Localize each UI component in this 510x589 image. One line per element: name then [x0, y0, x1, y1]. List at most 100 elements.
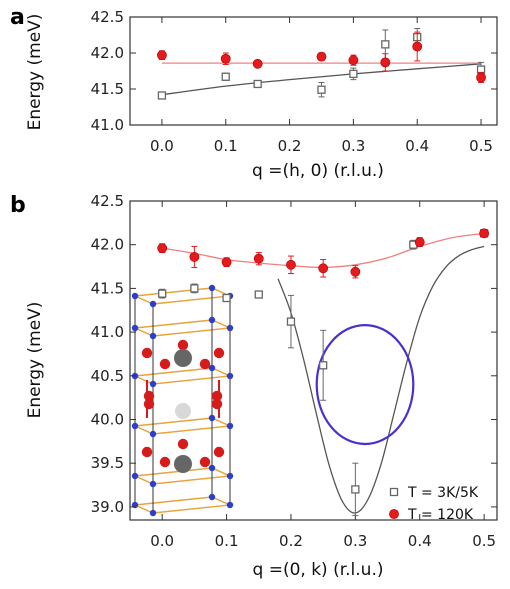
- bond-plane: [132, 319, 233, 337]
- red-atom: [177, 339, 189, 351]
- highlight-ellipse: [315, 324, 415, 446]
- data-point: [286, 259, 296, 270]
- legend-label: T = 3K/5K: [407, 485, 479, 501]
- series-high-temperature: [157, 228, 490, 279]
- blue-atom: [149, 380, 157, 388]
- red-atom: [159, 456, 171, 468]
- panel-b: b 0.0 0.1 0.2 0.3 0.4 0.5 39.0 39.5 40.0 40.5 41.0 4…: [10, 192, 498, 580]
- plot-frame: [129, 200, 498, 521]
- fit-curve: [161, 63, 482, 96]
- red-atom: [199, 358, 211, 370]
- x-tick-label: 0.1: [215, 532, 239, 550]
- data-point: [414, 237, 425, 247]
- y-tick-label: 42.5: [91, 192, 124, 210]
- data-point: [317, 85, 326, 94]
- panel-letter: a: [10, 5, 25, 30]
- data-point: [189, 252, 200, 262]
- y-tick-label: 39.0: [91, 498, 124, 516]
- blue-atom: [149, 300, 157, 308]
- blue-atom: [149, 480, 157, 488]
- data-point: [221, 257, 232, 268]
- blue-atom: [208, 316, 216, 324]
- y-axis-label: Energy (meV): [25, 14, 45, 131]
- y-tick-label: 41.0: [91, 323, 124, 341]
- panel-letter: b: [10, 193, 26, 218]
- red-atom: [199, 456, 211, 468]
- x-tick-label: 0.5: [472, 532, 496, 550]
- y-tick-label: 40.5: [91, 367, 124, 385]
- data-point: [319, 361, 328, 370]
- data-point: [381, 40, 390, 49]
- y-tick-label: 40.0: [91, 410, 124, 428]
- crystal-structure-illustration: [131, 284, 234, 517]
- data-point: [157, 243, 168, 254]
- y-tick-label: 42.0: [91, 236, 124, 254]
- red-atom: [213, 446, 225, 458]
- data-point: [351, 485, 360, 494]
- data-point: [318, 263, 329, 274]
- red-atom: [177, 438, 189, 450]
- data-point: [254, 290, 263, 299]
- y-tick-label: 41.5: [91, 80, 124, 98]
- blue-atom: [131, 292, 139, 300]
- x-tick-label: 0.3: [343, 532, 367, 550]
- x-axis-label: q =(0, k) (r.l.u.): [253, 560, 384, 580]
- data-point: [220, 53, 231, 64]
- blue-atom: [149, 332, 157, 340]
- blue-atom: [226, 372, 234, 380]
- y-tick-label: 41.5: [91, 279, 124, 297]
- blue-atom: [208, 284, 216, 292]
- data-point: [157, 91, 167, 100]
- x-tick-label: 0.5: [469, 137, 493, 155]
- x-tick-label: 0.2: [278, 137, 302, 155]
- blue-atom: [226, 472, 234, 480]
- data-point: [253, 253, 264, 264]
- red-atom: [159, 358, 171, 370]
- plot-frame: [129, 16, 498, 126]
- data-point: [350, 266, 361, 277]
- y-tick-label: 42.5: [91, 8, 124, 26]
- x-tick-label: 0.0: [150, 532, 174, 550]
- blue-atom: [226, 501, 234, 509]
- legend-label: T = 120K: [407, 507, 474, 523]
- y-axis-label: Energy (meV): [25, 302, 45, 419]
- blue-atom: [208, 464, 216, 472]
- white-atom: [175, 403, 191, 419]
- data-point: [412, 41, 423, 52]
- blue-atom: [208, 493, 216, 501]
- bond-plane: [132, 367, 233, 385]
- x-tick-label: 0.0: [150, 137, 174, 155]
- red-atom: [143, 390, 155, 402]
- data-point: [252, 58, 263, 69]
- blue-atom: [131, 422, 139, 430]
- data-point: [348, 55, 359, 66]
- grey-atom: [174, 455, 192, 473]
- bond-plane: [132, 496, 233, 514]
- data-point: [349, 69, 358, 79]
- x-tick-label: 0.3: [341, 137, 365, 155]
- x-tick-label: 0.1: [214, 137, 238, 155]
- x-tick-label: 0.4: [405, 137, 429, 155]
- data-point: [286, 317, 296, 326]
- panel-a: a 0.0 0.1 0.2 0.3 0.4 0.5 41.0 41.5 42.0 42.5 q =(h…: [10, 5, 498, 181]
- bond-plane: [132, 417, 233, 435]
- blue-atom: [208, 414, 216, 422]
- y-tick-label: 41.0: [91, 116, 124, 134]
- blue-atom: [149, 509, 157, 517]
- red-atom: [141, 347, 153, 359]
- y-tick-label: 42.0: [91, 44, 124, 62]
- blue-atom: [131, 324, 139, 332]
- blue-atom: [226, 324, 234, 332]
- red-atom: [211, 390, 223, 402]
- grey-atom: [174, 349, 192, 367]
- data-point: [476, 72, 486, 83]
- data-point: [316, 51, 327, 62]
- data-point: [479, 228, 490, 239]
- x-tick-label: 0.2: [279, 532, 303, 550]
- blue-atom: [226, 422, 234, 430]
- legend-marker: [389, 487, 399, 497]
- x-tick-label: 0.4: [408, 532, 432, 550]
- red-atom: [211, 398, 223, 410]
- bond-plane: [132, 287, 233, 305]
- fit-curve: [277, 245, 485, 514]
